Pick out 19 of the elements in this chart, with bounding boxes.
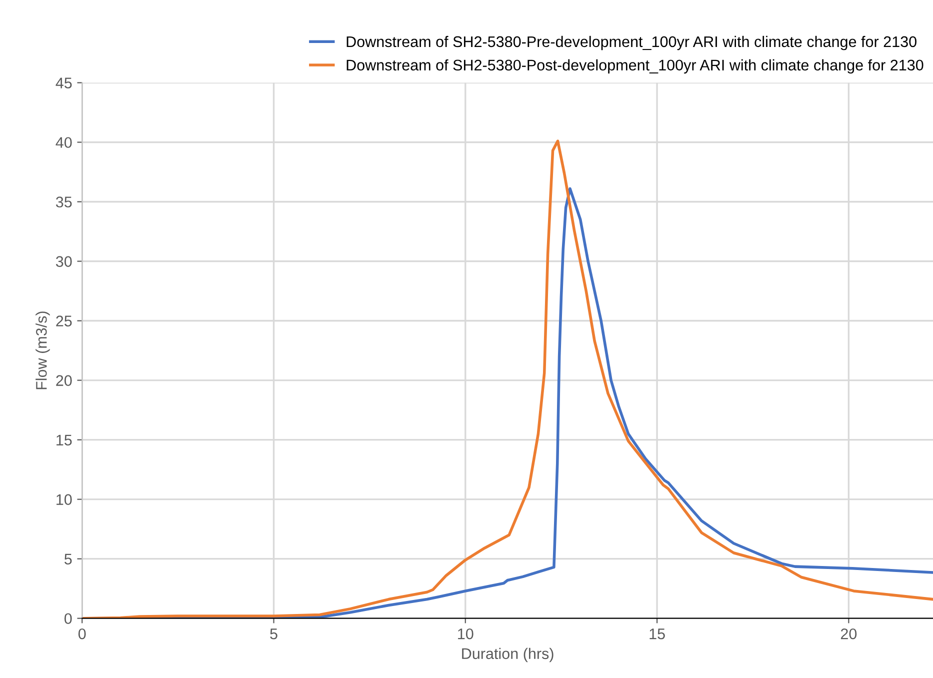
y-tick-label: 15 xyxy=(56,434,72,446)
y-tick-label: 10 xyxy=(56,494,72,505)
x-tick-label: 20 xyxy=(840,628,857,640)
y-tick-label: 5 xyxy=(64,554,72,565)
x-tick-label: 15 xyxy=(650,628,665,640)
y-tick-label: 0 xyxy=(64,613,72,624)
y-tick-label: 30 xyxy=(56,256,72,267)
legend-label: Downstream of SH2-5380-Pre-development_100yr ARI with climate change for 2130 xyxy=(346,36,916,50)
y-tick-label: 20 xyxy=(56,375,72,386)
y-axis-title: Flow (m3/s) xyxy=(36,312,50,390)
x-tick-label: 0 xyxy=(78,628,86,640)
y-tick-label: 40 xyxy=(56,137,72,148)
x-tick-label: 10 xyxy=(458,628,474,640)
legend-label: Downstream of SH2-5380-Post-development_100yr ARI with climate change for 2130 xyxy=(346,59,924,74)
x-tick-label: 5 xyxy=(270,628,278,640)
y-tick-label: 45 xyxy=(56,78,72,88)
y-tick-label: 35 xyxy=(56,196,72,208)
y-tick-label: 25 xyxy=(56,316,72,326)
x-axis-title: Duration (hrs) xyxy=(462,648,554,662)
